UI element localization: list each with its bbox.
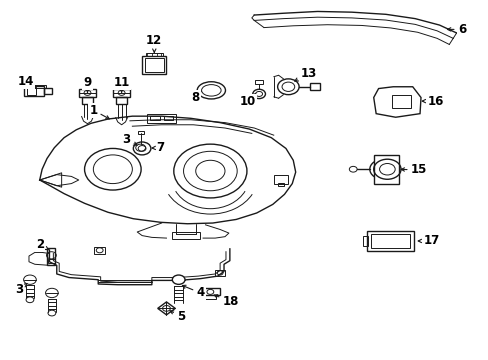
Bar <box>47 259 55 263</box>
Bar <box>380 156 390 160</box>
Bar <box>150 116 159 121</box>
Bar <box>370 234 409 248</box>
Bar <box>391 95 410 108</box>
Text: 4: 4 <box>182 285 204 300</box>
Bar <box>380 179 390 183</box>
Text: 2: 2 <box>36 238 48 251</box>
Bar <box>200 288 220 296</box>
Bar <box>172 232 199 239</box>
Bar <box>138 131 143 134</box>
Bar <box>215 270 224 276</box>
Bar <box>366 231 413 251</box>
Text: 17: 17 <box>417 234 439 247</box>
Bar <box>21 85 46 88</box>
Text: 6: 6 <box>447 23 465 36</box>
Bar <box>94 247 105 253</box>
Bar <box>277 183 284 186</box>
Bar <box>204 295 216 299</box>
Text: 9: 9 <box>83 76 91 93</box>
Text: 3: 3 <box>15 283 27 296</box>
Text: 3: 3 <box>122 133 137 146</box>
Bar <box>79 89 96 97</box>
Text: 16: 16 <box>422 95 443 108</box>
Bar <box>43 88 52 94</box>
Bar <box>26 87 36 95</box>
Text: 11: 11 <box>113 76 129 93</box>
Bar <box>142 56 166 74</box>
Bar <box>116 97 127 104</box>
Text: 12: 12 <box>146 34 162 52</box>
Text: 13: 13 <box>294 67 316 81</box>
Bar <box>145 53 163 56</box>
Text: 5: 5 <box>170 310 185 323</box>
Text: 8: 8 <box>191 91 201 104</box>
Bar <box>113 89 130 97</box>
Bar <box>147 114 176 123</box>
Text: 10: 10 <box>239 93 255 108</box>
Text: 14: 14 <box>18 75 34 88</box>
Text: 15: 15 <box>400 163 427 176</box>
Text: 1: 1 <box>89 104 109 119</box>
Bar <box>373 155 398 184</box>
Bar <box>363 235 367 246</box>
Bar <box>81 97 93 104</box>
Bar <box>24 86 43 96</box>
Circle shape <box>172 275 184 284</box>
Bar <box>163 116 173 121</box>
Polygon shape <box>373 87 420 117</box>
Text: 18: 18 <box>214 294 239 308</box>
Bar <box>310 83 320 90</box>
Bar <box>144 58 163 72</box>
Bar <box>255 80 263 84</box>
Bar <box>273 175 288 184</box>
Text: 7: 7 <box>152 141 164 154</box>
